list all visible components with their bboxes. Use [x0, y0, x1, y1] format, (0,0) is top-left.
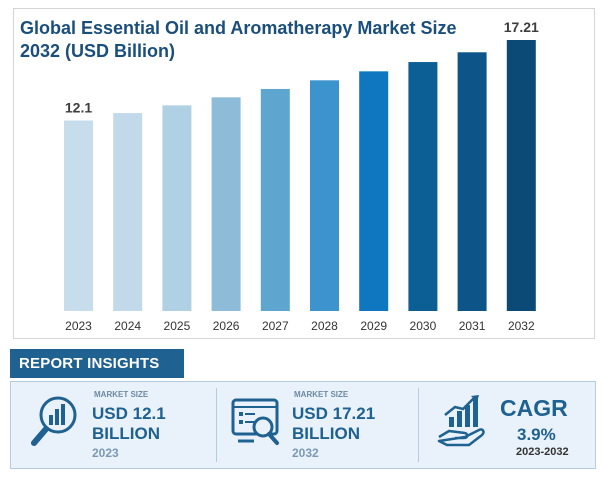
x-tick-label: 2028 — [311, 319, 338, 333]
cagr-title: CAGR — [500, 395, 568, 421]
report-insights-panel — [10, 381, 596, 469]
market-size-unit: BILLION — [92, 424, 160, 443]
insights-divider — [216, 388, 217, 462]
market-size-value: USD 12.1 — [92, 404, 166, 423]
x-tick-label: 2031 — [459, 319, 486, 333]
bar-2029 — [359, 71, 389, 312]
x-tick-label: 2032 — [508, 319, 535, 333]
monitor-analysis-icon — [231, 398, 279, 445]
x-tick-label: 2029 — [360, 319, 387, 333]
chart-title: Global Essential Oil and Aromatherapy Ma… — [20, 18, 457, 61]
x-tick-label: 2026 — [213, 319, 240, 333]
x-tick-label: 2025 — [164, 319, 191, 333]
cagr-value: 3.9% — [517, 425, 556, 444]
bar-value-label: 17.21 — [504, 19, 539, 35]
bar-2025 — [162, 105, 192, 311]
bar-2032 — [506, 40, 536, 311]
bar-2024 — [113, 113, 143, 311]
bar-2027 — [260, 88, 290, 311]
x-tick-label: 2030 — [410, 319, 437, 333]
insights-divider — [418, 388, 419, 462]
market-size-year: 2023 — [92, 446, 119, 460]
market-size-value: USD 17.21 — [292, 404, 376, 423]
market-size-unit: BILLION — [292, 424, 360, 443]
bar-2026 — [211, 97, 241, 311]
cagr-range: 2023-2032 — [516, 446, 569, 458]
report-insights-header: REPORT INSIGHTS — [10, 349, 184, 378]
bar-2023 — [64, 120, 93, 311]
market-size-year: 2032 — [292, 446, 319, 460]
x-tick-label: 2024 — [114, 319, 141, 333]
bar-2028 — [310, 80, 339, 311]
bar-chart: 2023 12.1 2024 2025 2026 2027 2028 2029 2030 2031… — [64, 19, 539, 333]
chart-frame — [13, 8, 595, 339]
x-tick-label: 2023 — [65, 319, 92, 333]
hand-growth-chart-icon — [437, 395, 485, 447]
magnifier-chart-icon — [31, 396, 77, 446]
market-size-label: MARKET SIZE — [294, 390, 349, 399]
x-tick-label: 2027 — [262, 319, 289, 333]
bar-2030 — [408, 62, 438, 312]
bar-2031 — [457, 52, 487, 311]
market-size-label: MARKET SIZE — [94, 390, 149, 399]
bar-value-label: 12.1 — [65, 99, 92, 115]
